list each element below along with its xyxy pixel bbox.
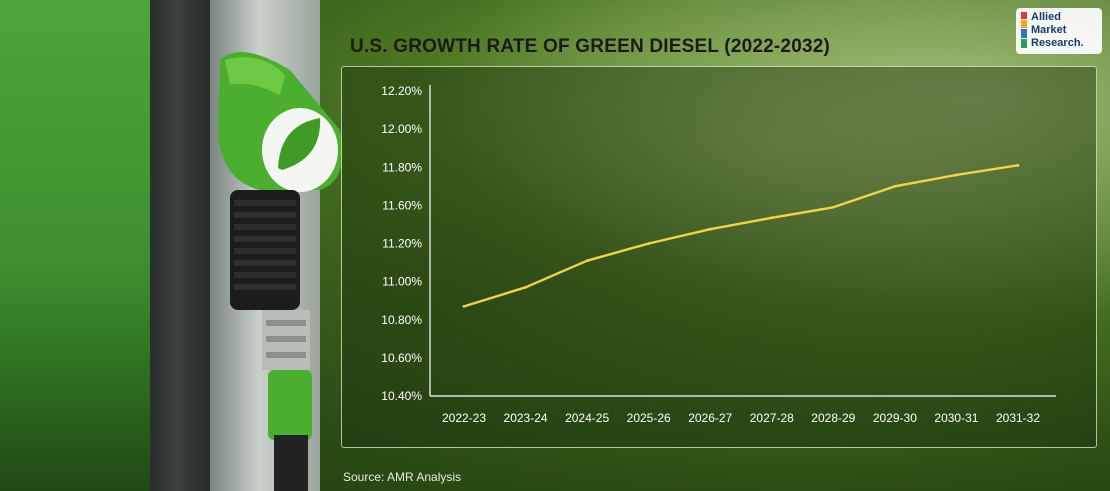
y-tick-label: 10.60%: [381, 351, 422, 365]
x-tick-label: 2028-29: [811, 411, 855, 425]
x-tick-label: 2023-24: [504, 411, 548, 425]
chart-title: U.S. GROWTH RATE OF GREEN DIESEL (2022-2…: [350, 36, 831, 57]
fuel-pump-body: [150, 0, 218, 491]
x-tick-label: 2025-26: [627, 411, 671, 425]
x-tick-label: 2030-31: [934, 411, 978, 425]
green-side-panel: [0, 0, 152, 491]
logo-line-2: Market: [1031, 24, 1067, 36]
data-point: [524, 285, 527, 289]
y-tick-label: 11.80%: [382, 160, 422, 174]
y-tick-label: 10.40%: [381, 389, 422, 403]
data-point: [585, 259, 589, 263]
x-tick-label: 2031-32: [996, 411, 1040, 425]
data-point: [955, 173, 958, 177]
fuel-nozzle-image: [218, 52, 343, 491]
x-tick-label: 2027-28: [750, 411, 794, 425]
x-tick-label: 2022-23: [442, 411, 486, 425]
x-tick-label: 2026-27: [688, 411, 732, 425]
source-note: Source: AMR Analysis: [343, 470, 462, 484]
data-point: [893, 184, 897, 188]
y-tick-label: 12.00%: [381, 122, 422, 136]
logo-line-1: Allied: [1031, 11, 1061, 23]
data-point: [1016, 163, 1020, 167]
chart-panel: 10.40% 10.60% 10.80% 11.00% 11.20% 11.60% 11.8…: [341, 66, 1097, 448]
line-chart: 10.40% 10.60% 10.80% 11.00% 11.20% 11.60% 11.8…: [381, 84, 1056, 425]
data-point: [770, 216, 774, 220]
x-tick-label: 2024-25: [565, 411, 609, 425]
logo-wordmark: Allied Market Research.: [1031, 11, 1084, 50]
data-point: [831, 205, 835, 209]
data-point: [708, 227, 712, 231]
y-tick-label: 11.20%: [382, 237, 422, 251]
y-tick-label: 12.20%: [381, 84, 422, 98]
x-tick-label: 2029-30: [873, 411, 917, 425]
allied-market-research-logo: [1016, 8, 1102, 54]
data-point: [647, 242, 651, 245]
y-tick-label: 11.60%: [382, 198, 422, 212]
y-tick-label: 11.00%: [382, 275, 422, 289]
growth-rate-line: [462, 164, 1020, 308]
data-point: [462, 305, 466, 308]
y-tick-label: 10.80%: [381, 313, 422, 327]
logo-line-3: Research.: [1031, 37, 1084, 49]
